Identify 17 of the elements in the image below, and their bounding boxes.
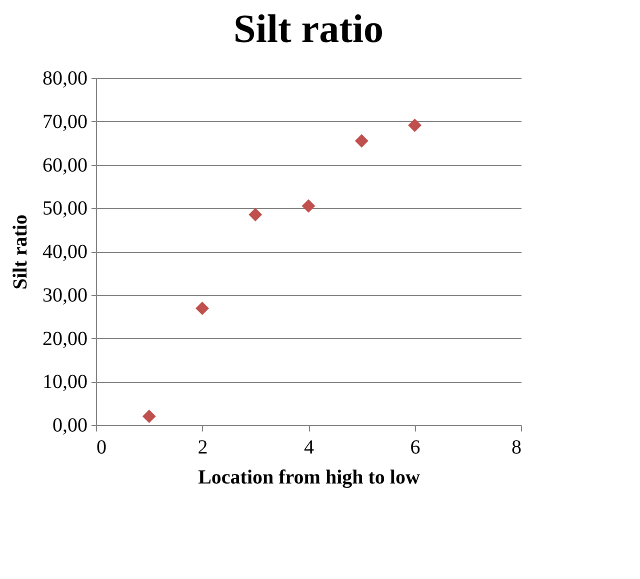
y-tick-label: 50,00 xyxy=(42,198,88,220)
x-tick-label: 6 xyxy=(410,436,420,458)
y-tick-label: 40,00 xyxy=(42,241,88,263)
y-tick-label: 70,00 xyxy=(42,110,88,133)
y-tick-label: 30,00 xyxy=(42,284,88,306)
x-tick-label: 4 xyxy=(304,436,314,458)
chart-title: Silt ratio xyxy=(234,6,384,51)
x-tick-label: 8 xyxy=(512,436,522,458)
y-tick-label: 60,00 xyxy=(42,154,88,176)
x-tick-label: 2 xyxy=(198,436,208,458)
y-tick-label: 80,00 xyxy=(42,68,88,90)
y-tick-label: 0,00 xyxy=(52,414,88,436)
x-tick-label: 0 xyxy=(96,436,106,458)
x-axis-title: Location from high to low xyxy=(198,466,420,488)
y-tick-label: 20,00 xyxy=(42,328,88,350)
y-axis-title: Silt ratio xyxy=(10,214,32,290)
y-tick-label: 10,00 xyxy=(42,371,88,394)
